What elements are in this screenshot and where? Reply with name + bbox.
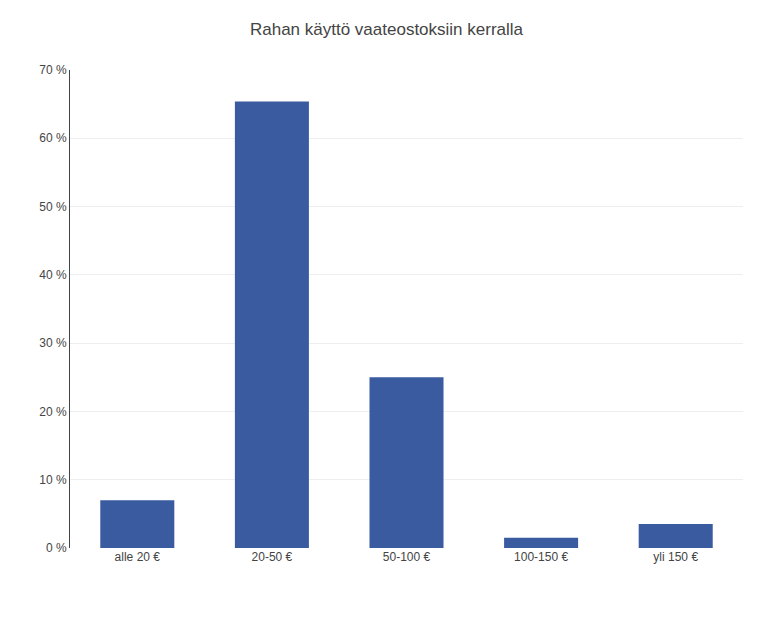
svg-text:60 %: 60 %: [39, 131, 67, 145]
svg-text:30 %: 30 %: [39, 336, 67, 350]
svg-text:0 %: 0 %: [46, 541, 67, 555]
svg-text:70 %: 70 %: [39, 63, 67, 77]
svg-text:20-50 €: 20-50 €: [252, 550, 293, 564]
svg-text:50 %: 50 %: [39, 200, 67, 214]
svg-text:20 %: 20 %: [39, 405, 67, 419]
svg-text:10 %: 10 %: [39, 473, 67, 487]
svg-text:Rahan käyttö vaateostoksiin ke: Rahan käyttö vaateostoksiin kerralla: [250, 20, 524, 39]
svg-text:50-100 €: 50-100 €: [383, 550, 431, 564]
svg-text:alle 20 €: alle 20 €: [115, 550, 161, 564]
svg-text:100-150 €: 100-150 €: [514, 550, 568, 564]
svg-text:40 %: 40 %: [39, 268, 67, 282]
svg-text:yli 150 €: yli 150 €: [653, 550, 698, 564]
